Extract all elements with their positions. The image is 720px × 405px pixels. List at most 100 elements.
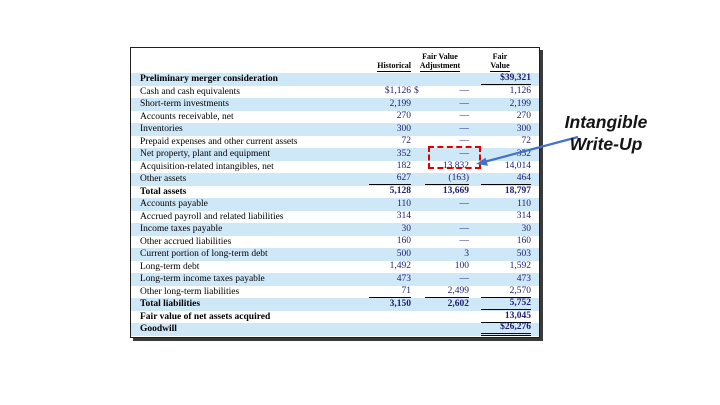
fair-cell: 352 [469, 149, 531, 160]
callout-arrow [476, 135, 579, 166]
adj-cell: 3 [411, 249, 469, 260]
cell-value: $26,276 [481, 322, 531, 337]
cell-value: 160 [396, 236, 411, 247]
cell-value: 160 [516, 236, 531, 247]
hist-cell: 1,492 [353, 261, 411, 272]
fair-cell: 1,592 [469, 261, 531, 272]
row-label: Total assets [140, 186, 187, 197]
table-row: Total liabilities 3,150 2,602 5,752 [131, 298, 539, 311]
table-row: Accounts receivable, net 270 — 270 [131, 111, 539, 124]
hist-cell [353, 74, 411, 84]
cell-value: 1,126 [509, 86, 531, 97]
cell-value: $39,321 [481, 73, 531, 86]
hist-cell: 5,128 [353, 186, 411, 197]
cell-value: 13,045 [481, 311, 531, 323]
cell-value: 72 [521, 136, 532, 147]
dollar-sign: $ [414, 86, 419, 97]
adj-cell [411, 312, 469, 322]
fair-cell: 314 [469, 211, 531, 222]
row-label: Acquisition-related intangibles, net [140, 161, 274, 172]
hist-cell [353, 324, 411, 334]
cell-value: 3 [464, 248, 469, 259]
adj-cell: — [411, 111, 470, 122]
row-label: Net property, plant and equipment [140, 149, 270, 160]
fair-cell: 160 [469, 236, 531, 247]
fair-cell: 464 [469, 173, 531, 186]
cell-value: — [459, 148, 470, 159]
hist-cell: 352 [353, 149, 411, 160]
cell-value: 2,199 [509, 98, 531, 109]
hist-cell: 314 [353, 211, 411, 222]
row-label: Accounts receivable, net [140, 111, 234, 122]
row-label: Goodwill [140, 324, 177, 335]
cell-value: 30 [521, 223, 532, 234]
table-row: Net property, plant and equipment 352 — 352 [131, 148, 539, 161]
adj-cell [411, 324, 469, 334]
hist-cell: 30 [353, 224, 412, 235]
fair-cell: 72 [469, 136, 532, 147]
row-label: Long-term debt [140, 261, 200, 272]
adj-cell: — [411, 136, 470, 147]
fair-cell: 2,199 [469, 99, 531, 110]
cell-value: 5,752 [481, 298, 531, 311]
cell-value: 13,832 [442, 161, 469, 172]
table-row: Cash and cash equivalents $1,126 $ —1,126 [131, 86, 539, 99]
intangible-writeup-highlight-box [428, 146, 481, 169]
row-label: Other long-term liabilities [140, 286, 240, 297]
row-label: Accounts payable [140, 199, 208, 210]
table-row: Long-term income taxes payable 473 — 473 [131, 273, 539, 286]
cell-value: 2,602 [447, 298, 469, 309]
adj-cell: 13,669 [411, 186, 469, 197]
adj-cell: 2,499 [411, 286, 469, 298]
adj-cell: — [411, 236, 470, 247]
cell-value: 503 [516, 248, 531, 259]
fair-cell: 300 [469, 124, 531, 135]
cell-value: 314 [396, 211, 411, 222]
cell-value: 182 [396, 161, 411, 172]
row-label: Prepaid expenses and other current asset… [140, 136, 298, 147]
cell-value: 473 [396, 273, 411, 284]
fair-cell: 18,797 [469, 186, 531, 197]
table-row: Preliminary merger consideration $39,321 [131, 73, 539, 86]
hist-cell: 473 [353, 274, 411, 285]
table-row: Total assets 5,128 13,669 18,797 [131, 186, 539, 199]
hist-cell: 3,150 [353, 299, 411, 310]
adj-cell: 2,602 [411, 299, 469, 310]
cell-value: 270 [516, 111, 531, 122]
adj-cell [411, 212, 469, 222]
table-row: Current portion of long-term debt 500 3 503 [131, 248, 539, 261]
cell-value: 2,570 [481, 286, 531, 298]
header-fair-value: Fair Value [469, 52, 531, 72]
adj-cell: 13,832 [411, 161, 469, 172]
cell-value: 72 [401, 136, 412, 147]
hist-cell: 500 [353, 249, 411, 260]
table-row: Other long-term liabilities 71 2,499 2,570 [131, 286, 539, 299]
header-adjustment-line1: Fair Value [422, 52, 458, 62]
header-historical: Historical [353, 61, 411, 72]
header-fair-line1: Fair [492, 52, 508, 62]
hist-cell: 72 [353, 136, 412, 147]
table-row: Long-term debt 1,492 100 1,592 [131, 261, 539, 274]
cell-value: 1,592 [509, 261, 531, 272]
fair-cell: $26,276 [469, 322, 531, 337]
table-row: Prepaid expenses and other current asset… [131, 136, 539, 149]
fair-cell: 13,045 [469, 311, 531, 323]
callout-line2: Write-Up [569, 133, 643, 154]
cell-value: — [459, 111, 470, 122]
table-row: Income taxes payable 30 — 30 [131, 223, 539, 236]
row-label: Other accrued liabilities [140, 236, 232, 247]
cell-value: (163) [425, 173, 469, 186]
adj-cell: — [411, 99, 470, 110]
cell-value: 627 [369, 173, 411, 186]
table-row: Other accrued liabilities 160 — 160 [131, 236, 539, 249]
table-row: Accounts payable 110 — 110 [131, 198, 539, 211]
table-row: Other assets 627 (163) 464 [131, 173, 539, 186]
row-label: Current portion of long-term debt [140, 249, 268, 260]
hist-cell: 71 [353, 286, 411, 298]
cell-value: 110 [517, 198, 531, 209]
cell-value: 2,499 [425, 286, 469, 298]
hist-cell: 270 [353, 111, 411, 122]
fair-cell: 110 [469, 199, 531, 210]
purchase-price-allocation-table: Historical Fair Value Adjustment Fair Va… [130, 47, 540, 338]
header-adjustment-line2: Adjustment [419, 61, 461, 72]
